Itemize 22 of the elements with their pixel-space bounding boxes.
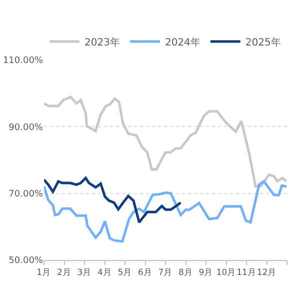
x-tick-label: 4月 — [98, 268, 112, 278]
x-tick-label: 7月 — [158, 268, 173, 278]
y-tick-label: 70.00% — [8, 189, 44, 200]
line-series — [44, 176, 182, 224]
legend-label: 2024年 — [164, 36, 200, 48]
y-tick-label: 90.00% — [8, 122, 44, 133]
x-tick-label: 2月 — [57, 268, 72, 278]
x-tick-label: 1月 — [36, 268, 52, 278]
line-series — [44, 96, 287, 188]
y-tick-label: 50.00% — [8, 256, 44, 266]
x-tick-label: 8月 — [178, 268, 193, 278]
y-tick-label: 110.00% — [2, 56, 44, 66]
x-tick-label: 11月 — [236, 268, 256, 278]
x-tick-label: 6月 — [138, 268, 152, 278]
x-tick-label: 12月 — [256, 268, 277, 278]
x-tick-label: 3月 — [77, 268, 92, 278]
x-tick-label: 10月 — [216, 268, 236, 278]
legend-label: 2025年 — [245, 36, 281, 48]
line-series — [44, 180, 287, 243]
legend-label: 2023年 — [84, 36, 120, 48]
x-tick-label: 5月 — [118, 268, 132, 278]
x-tick-label: 9月 — [198, 268, 214, 278]
